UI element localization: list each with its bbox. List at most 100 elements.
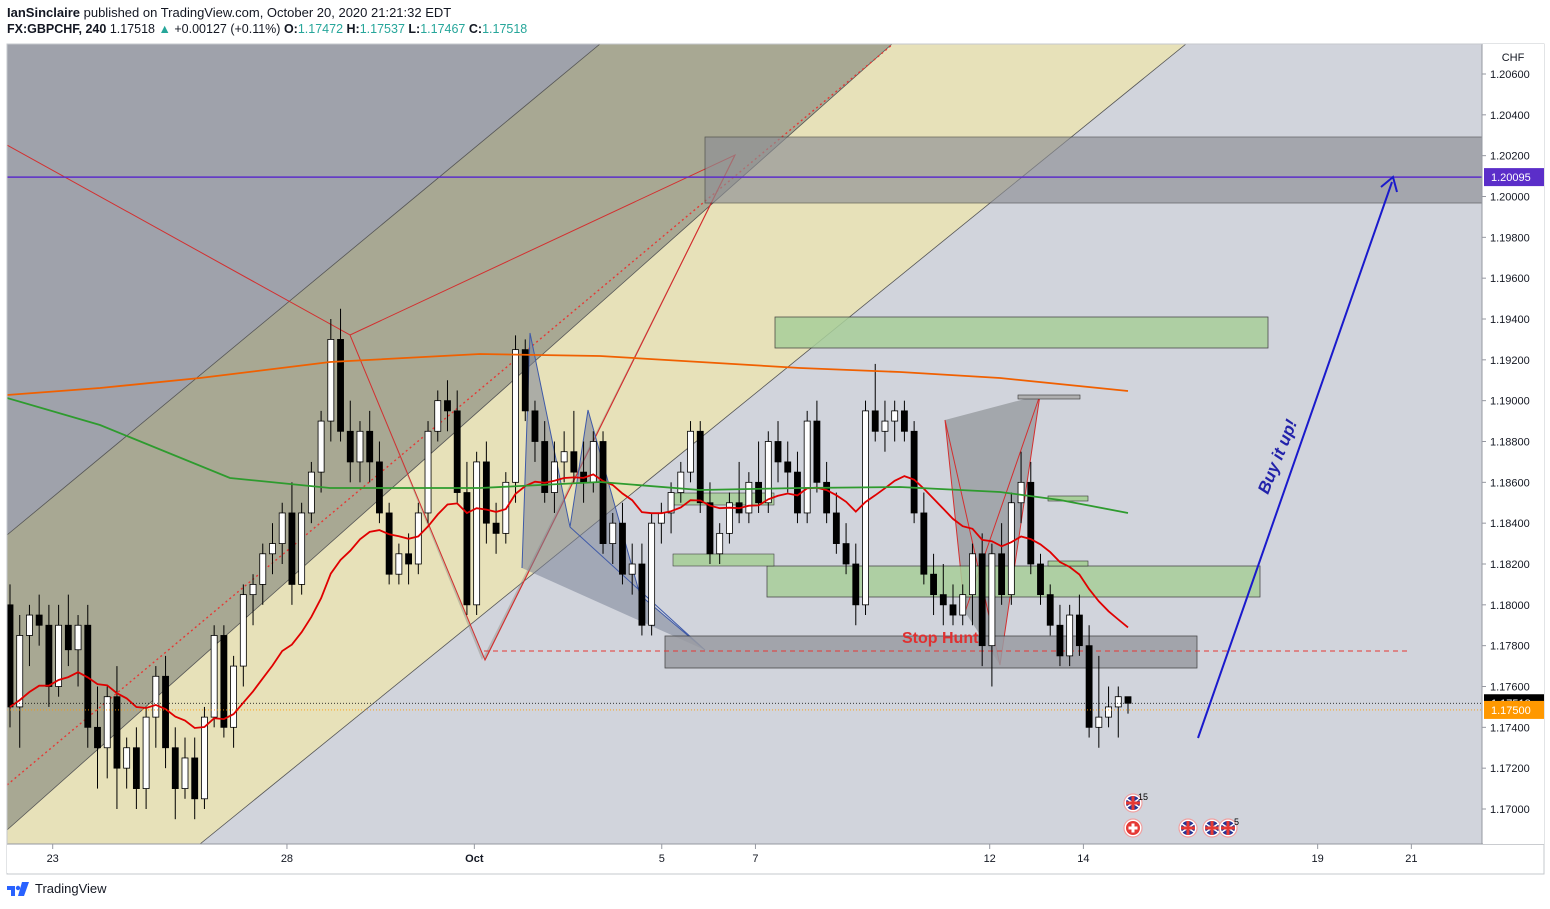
candle[interactable] xyxy=(346,400,354,483)
candle[interactable] xyxy=(784,441,792,493)
swiss-event-flag-icon[interactable] xyxy=(1123,818,1143,838)
uk-event-flag-icon[interactable] xyxy=(1218,818,1238,838)
candle[interactable] xyxy=(628,543,636,595)
candle[interactable] xyxy=(1056,604,1064,667)
candle[interactable] xyxy=(385,502,393,585)
candle[interactable] xyxy=(1007,492,1015,605)
candle[interactable] xyxy=(1037,553,1044,605)
candle[interactable] xyxy=(638,543,646,636)
candle[interactable] xyxy=(1124,696,1132,714)
candle[interactable] xyxy=(1066,604,1074,667)
candle[interactable] xyxy=(871,363,879,442)
candle[interactable] xyxy=(298,502,306,595)
candle[interactable] xyxy=(832,492,840,554)
time-axis[interactable]: 212328Oct57121419212628 xyxy=(0,844,1550,873)
candle[interactable] xyxy=(706,482,714,564)
candle[interactable] xyxy=(959,584,967,626)
candle[interactable] xyxy=(356,421,364,483)
candle[interactable] xyxy=(939,564,947,626)
candle[interactable] xyxy=(998,523,1006,605)
candle[interactable] xyxy=(599,431,607,554)
candle[interactable] xyxy=(453,390,461,503)
supply-zone-green-upper[interactable] xyxy=(774,316,1269,349)
candle[interactable] xyxy=(434,390,442,442)
candle[interactable] xyxy=(424,421,432,524)
candle[interactable] xyxy=(842,523,850,575)
candle[interactable] xyxy=(774,421,782,483)
candle[interactable] xyxy=(1027,461,1035,575)
candle[interactable] xyxy=(813,400,821,493)
candle[interactable] xyxy=(123,737,131,789)
candle[interactable] xyxy=(288,482,296,605)
candle[interactable] xyxy=(259,543,267,605)
candle[interactable] xyxy=(920,492,928,585)
candle[interactable] xyxy=(930,553,937,616)
alert-price-tag[interactable]: 1.17500 xyxy=(1484,700,1544,719)
candle[interactable] xyxy=(881,400,889,452)
resistance-zone-top[interactable] xyxy=(704,136,1482,204)
candle[interactable] xyxy=(307,461,315,524)
candle[interactable] xyxy=(1105,686,1112,728)
candle[interactable] xyxy=(900,400,908,442)
candle[interactable] xyxy=(560,431,568,483)
candle[interactable] xyxy=(210,625,218,728)
candle[interactable] xyxy=(317,410,325,493)
candle[interactable] xyxy=(891,400,899,442)
candle[interactable] xyxy=(1114,686,1122,738)
candle[interactable] xyxy=(852,543,860,626)
candle[interactable] xyxy=(687,421,694,483)
candle[interactable] xyxy=(978,533,986,667)
candle[interactable] xyxy=(696,421,704,513)
candle[interactable] xyxy=(26,604,33,667)
candle[interactable] xyxy=(1017,451,1025,524)
candle[interactable] xyxy=(619,502,626,585)
candle[interactable] xyxy=(366,410,374,483)
candle[interactable] xyxy=(181,737,189,799)
candle[interactable] xyxy=(823,461,831,524)
candle[interactable] xyxy=(74,615,82,687)
candle[interactable] xyxy=(113,666,121,809)
candle[interactable] xyxy=(201,706,208,809)
candle[interactable] xyxy=(1095,655,1103,748)
candle[interactable] xyxy=(395,543,403,585)
candle[interactable] xyxy=(969,543,976,626)
candle[interactable] xyxy=(103,686,111,779)
candle[interactable] xyxy=(862,400,869,616)
candle[interactable] xyxy=(648,512,656,636)
candle[interactable] xyxy=(191,737,199,820)
symbol-name[interactable]: FX:GBPCHF, 240 xyxy=(7,22,107,36)
candle[interactable] xyxy=(1046,584,1054,636)
candle[interactable] xyxy=(337,308,344,442)
candle[interactable] xyxy=(1075,594,1083,656)
uk-event-flag-icon[interactable] xyxy=(1123,793,1143,813)
candle[interactable] xyxy=(230,655,238,748)
candle[interactable] xyxy=(482,441,490,544)
stop-hunt-zone[interactable] xyxy=(664,635,1198,669)
candle[interactable] xyxy=(609,512,617,564)
candle[interactable] xyxy=(1085,625,1093,738)
candle[interactable] xyxy=(803,410,811,524)
candle[interactable] xyxy=(745,472,753,524)
price-axis[interactable]: CHF1.206001.204001.202001.200001.198001.… xyxy=(1482,44,1544,844)
uk-event-flag-icon[interactable] xyxy=(1202,818,1222,838)
target-price-tag[interactable]: 1.20095 xyxy=(1484,168,1544,187)
candle[interactable] xyxy=(716,523,724,564)
candle[interactable] xyxy=(142,706,150,809)
candle[interactable] xyxy=(531,400,539,462)
candle[interactable] xyxy=(16,615,24,748)
candle[interactable] xyxy=(667,482,675,534)
buy-arrow[interactable] xyxy=(1197,181,1393,739)
candle[interactable] xyxy=(551,441,558,513)
candle[interactable] xyxy=(521,339,529,422)
candle[interactable] xyxy=(278,502,286,564)
candle[interactable] xyxy=(414,502,422,575)
candle[interactable] xyxy=(949,584,957,626)
candle[interactable] xyxy=(35,594,43,646)
candle[interactable] xyxy=(541,421,549,503)
candle[interactable] xyxy=(239,584,247,687)
candle[interactable] xyxy=(132,727,140,809)
candle[interactable] xyxy=(152,666,160,748)
candle[interactable] xyxy=(988,543,996,687)
